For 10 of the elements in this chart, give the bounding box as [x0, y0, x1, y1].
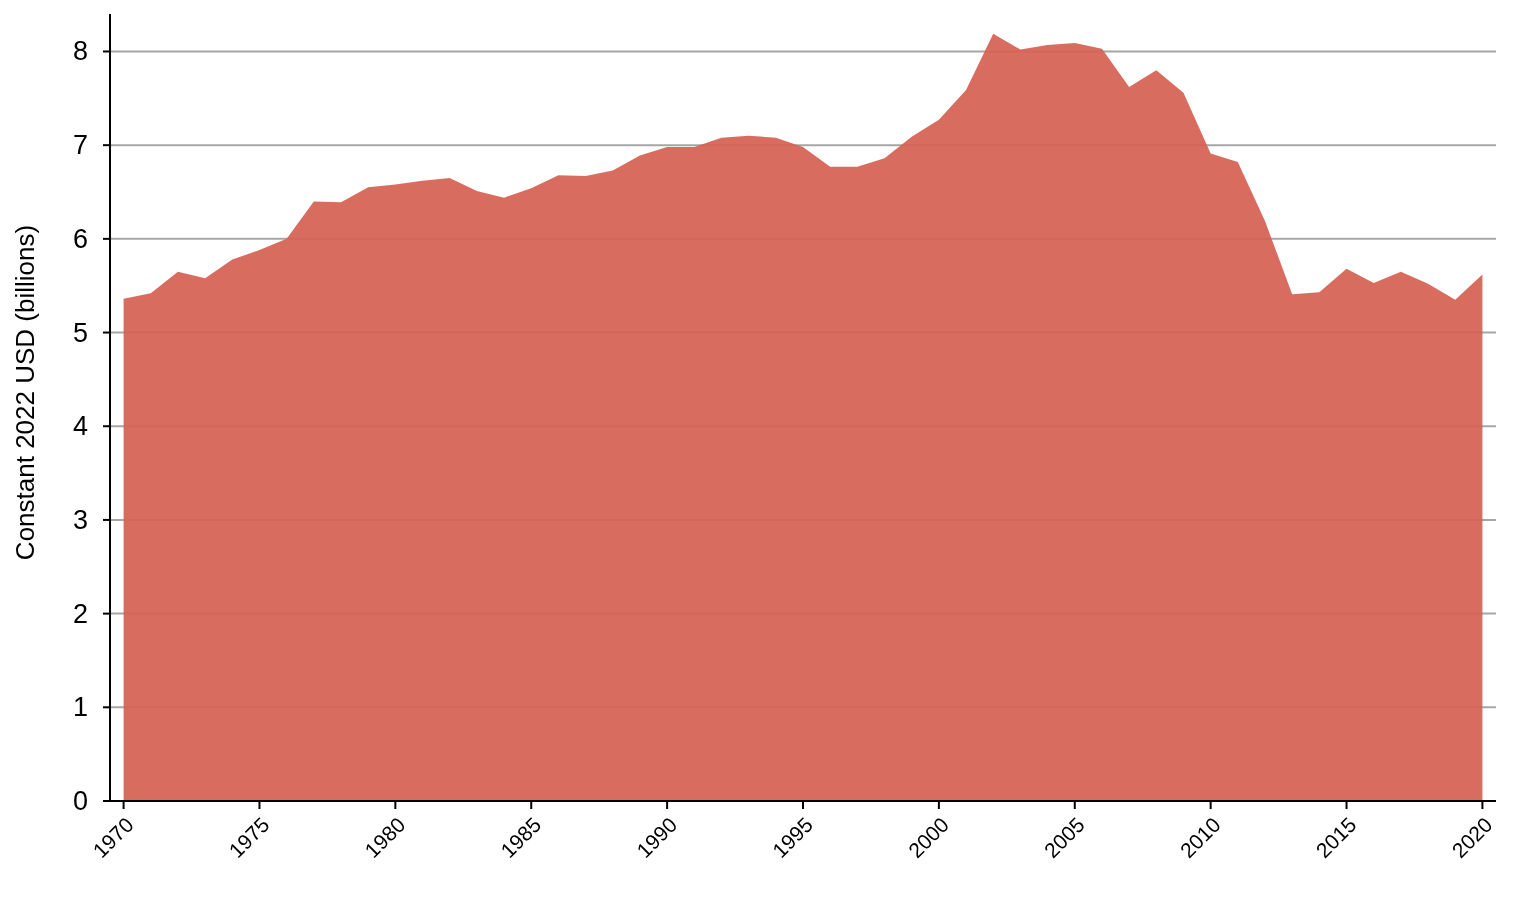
- y-tick-label: 7: [72, 130, 88, 161]
- y-tick-label: 3: [72, 504, 88, 535]
- y-axis-title: Constant 2022 USD (billions): [10, 224, 40, 561]
- y-tick-label: 5: [72, 317, 88, 348]
- y-tick-label: 6: [72, 223, 88, 254]
- y-tick-label: 0: [72, 786, 88, 816]
- y-tick-label: 1: [72, 692, 88, 723]
- y-tick-label: 2: [72, 598, 88, 629]
- y-tick-label: 8: [72, 36, 88, 67]
- y-tick-label: 4: [72, 411, 88, 442]
